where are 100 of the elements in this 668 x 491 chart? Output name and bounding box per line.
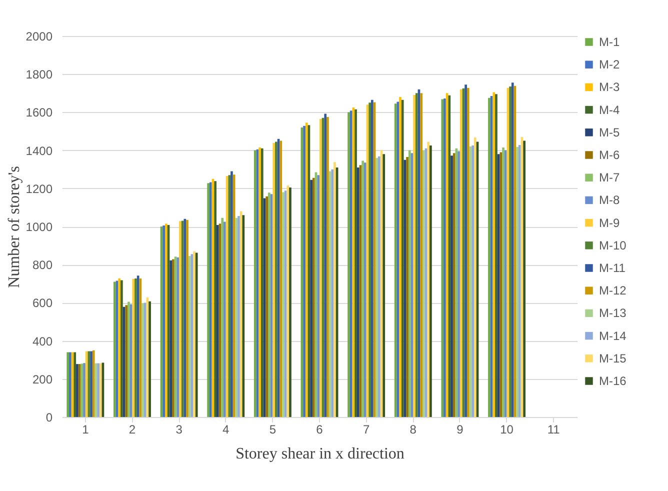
x-tick-label: 6	[316, 422, 324, 436]
bar	[518, 144, 521, 417]
bar	[282, 192, 284, 417]
bar	[142, 303, 144, 417]
bar	[474, 137, 476, 417]
bar	[118, 278, 121, 417]
y-tick-label: 0	[46, 410, 53, 424]
bar	[511, 82, 514, 417]
legend-label: M-12	[599, 284, 627, 298]
bar	[128, 302, 130, 417]
bar	[502, 147, 504, 417]
legend-label: M-9	[599, 216, 620, 230]
bar	[260, 148, 264, 417]
bar	[258, 147, 261, 417]
bar	[509, 86, 512, 417]
bar	[334, 162, 336, 417]
bar	[450, 156, 453, 417]
legend-label: M-5	[599, 125, 620, 140]
bar	[221, 218, 224, 417]
bar	[458, 151, 460, 417]
bar	[69, 352, 72, 417]
bar	[430, 146, 432, 417]
legend-label: M-1	[599, 35, 620, 49]
bar	[420, 93, 422, 417]
bar	[452, 153, 456, 417]
legend-label: M-3	[599, 80, 620, 94]
legend-label: M-8	[599, 193, 620, 208]
x-tick-label: 9	[456, 422, 464, 436]
bar	[92, 350, 95, 417]
bar	[132, 278, 135, 417]
x-tick-label: 7	[362, 422, 370, 436]
bar	[472, 146, 474, 417]
bar	[275, 142, 278, 417]
bar	[350, 110, 352, 417]
bar	[331, 169, 334, 417]
bar	[144, 302, 146, 417]
bar	[326, 116, 329, 417]
x-tick-label: 2	[128, 422, 136, 436]
y-axis-title: Number of storey's	[6, 166, 23, 288]
bar	[148, 301, 151, 417]
bar	[310, 180, 312, 417]
bar	[413, 95, 416, 417]
bar	[312, 178, 315, 417]
x-tick-label: 8	[410, 422, 417, 436]
bar	[162, 226, 165, 417]
bar	[238, 216, 240, 417]
bar	[216, 224, 219, 417]
bar	[186, 220, 188, 417]
x-tick-label: 10	[500, 422, 514, 436]
bar	[504, 150, 507, 417]
bar	[179, 221, 182, 417]
y-tick-label: 1800	[26, 68, 53, 82]
legend-label: M-2	[599, 58, 620, 72]
bar	[176, 257, 180, 417]
bar	[441, 99, 444, 417]
bar	[120, 280, 123, 417]
bar	[193, 251, 196, 417]
bar	[399, 96, 402, 417]
x-tick-label: 1	[82, 422, 90, 436]
bar	[305, 122, 308, 417]
bar	[188, 256, 191, 417]
bar	[228, 175, 231, 417]
bar	[266, 196, 268, 417]
bar	[289, 187, 292, 417]
bar	[444, 98, 446, 417]
bar	[320, 118, 322, 417]
bar	[354, 109, 357, 417]
bar	[466, 88, 470, 417]
bar	[85, 351, 88, 417]
x-axis-title: Storey shear in x direction	[236, 446, 404, 462]
bar	[272, 143, 276, 417]
bar	[427, 142, 430, 417]
y-tick-label: 1000	[26, 220, 53, 234]
y-tick-label: 1600	[26, 106, 53, 120]
bar	[286, 186, 290, 417]
bar	[209, 182, 212, 417]
y-tick-label: 800	[32, 258, 53, 272]
bar	[362, 160, 364, 417]
bar	[254, 150, 256, 417]
x-tick-label: 11	[547, 422, 560, 436]
bar	[394, 104, 397, 417]
bar	[415, 93, 418, 417]
legend-label: M-16	[599, 374, 627, 388]
bar	[74, 352, 76, 417]
bar	[406, 156, 408, 417]
bar	[97, 363, 100, 417]
bar	[317, 175, 320, 417]
bar	[324, 114, 327, 417]
bar	[495, 94, 498, 417]
y-tick-label: 1400	[26, 144, 53, 158]
bar	[170, 260, 172, 417]
bar	[408, 150, 411, 417]
bar	[280, 140, 282, 417]
x-tick-label: 5	[269, 422, 276, 436]
y-tick-label: 400	[32, 334, 53, 348]
bar	[401, 100, 404, 417]
x-tick-label: 4	[222, 422, 230, 436]
bar	[364, 162, 366, 417]
bar	[172, 259, 174, 417]
x-tick-label: 3	[176, 422, 183, 436]
